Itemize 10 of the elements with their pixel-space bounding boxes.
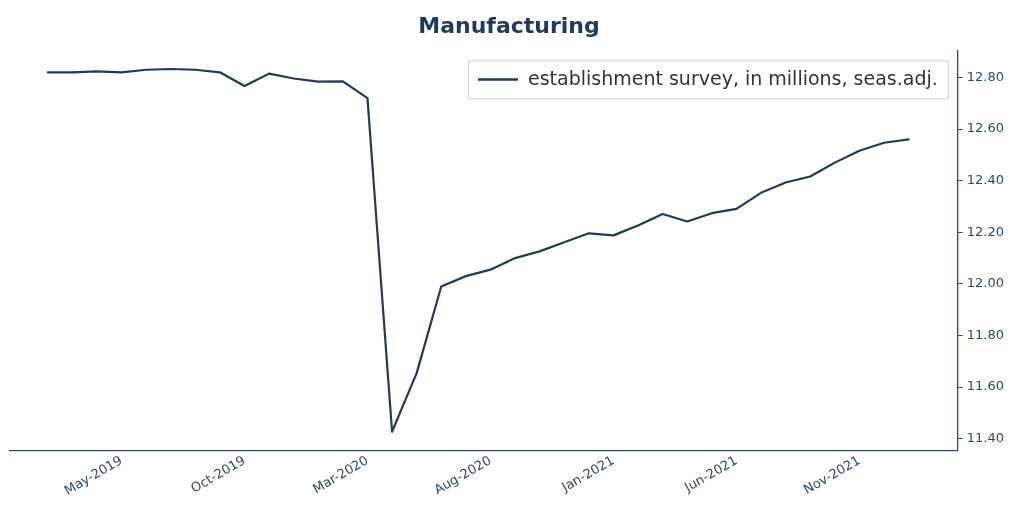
legend-label: establishment survey, in millions, seas.adj. [527,67,938,90]
y-tick-label: 11.80 [966,326,1004,342]
y-tick-label: 12.20 [966,223,1004,239]
y-tick-label: 12.80 [966,68,1004,84]
y-tick-label: 12.00 [966,275,1004,291]
y-tick-label: 12.40 [966,172,1004,188]
y-tick-label: 12.60 [966,120,1004,136]
y-tick-label: 11.60 [966,378,1004,394]
y-tick-label: 11.40 [966,430,1004,446]
chart-title: Manufacturing [418,12,600,38]
